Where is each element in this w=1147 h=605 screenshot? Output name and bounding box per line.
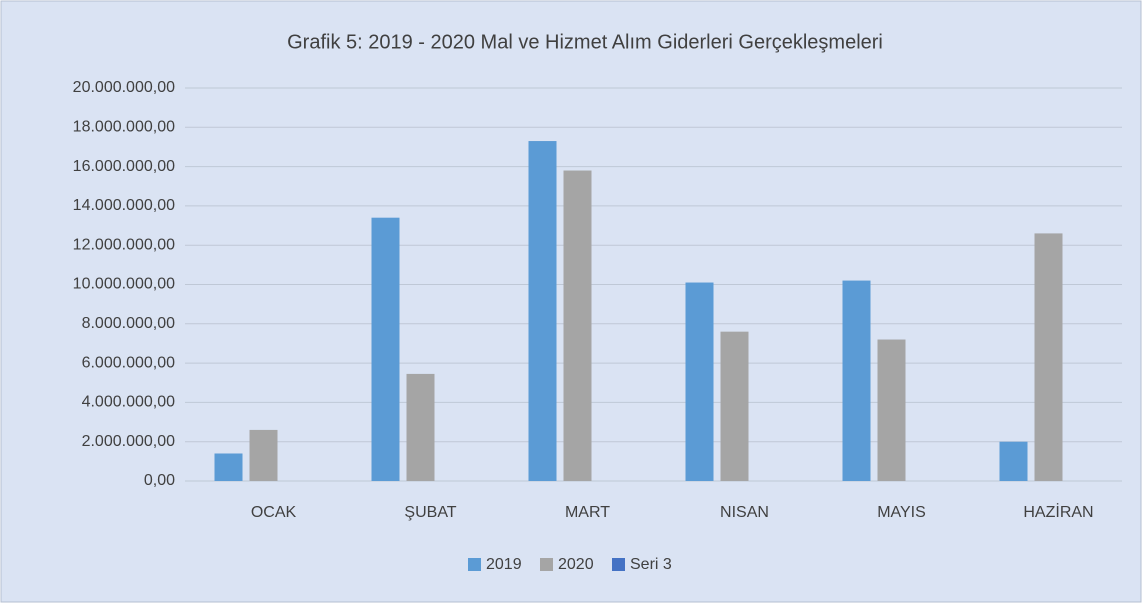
legend-label: 2020 [558, 556, 594, 573]
y-tick-label: 0,00 [144, 472, 175, 489]
bar [685, 282, 714, 481]
bar [406, 373, 435, 481]
legend-swatch [540, 558, 553, 571]
y-tick-label: 2.000.000,00 [82, 433, 176, 450]
y-tick-label: 14.000.000,00 [73, 197, 175, 214]
bar [842, 280, 871, 481]
legend-swatch [612, 558, 625, 571]
x-tick-label: MAYIS [877, 504, 926, 521]
y-tick-label: 8.000.000,00 [82, 315, 176, 332]
bar [249, 429, 278, 481]
y-tick-label: 4.000.000,00 [82, 394, 176, 411]
x-tick-label: OCAK [251, 504, 297, 521]
bar [720, 331, 749, 481]
x-tick-label: MART [565, 504, 610, 521]
y-tick-label: 10.000.000,00 [73, 276, 175, 293]
x-tick-label: ŞUBAT [404, 504, 456, 521]
y-tick-label: 6.000.000,00 [82, 354, 176, 371]
bar [1034, 233, 1063, 481]
y-tick-label: 16.000.000,00 [73, 158, 175, 175]
chart-title: Grafik 5: 2019 - 2020 Mal ve Hizmet Alım… [287, 31, 883, 53]
bar [214, 453, 243, 481]
legend-label: 2019 [486, 556, 522, 573]
bar [563, 170, 592, 481]
bar [528, 141, 557, 481]
legend-label: Seri 3 [630, 556, 672, 573]
y-tick-label: 12.000.000,00 [73, 236, 175, 253]
x-tick-label: HAZİRAN [1023, 502, 1093, 521]
x-tick-label: NISAN [720, 504, 769, 521]
bar [877, 339, 906, 481]
legend-swatch [468, 558, 481, 571]
y-tick-label: 18.000.000,00 [73, 119, 175, 136]
bar [371, 217, 400, 481]
y-tick-label: 20.000.000,00 [73, 79, 175, 96]
bar [999, 441, 1028, 481]
